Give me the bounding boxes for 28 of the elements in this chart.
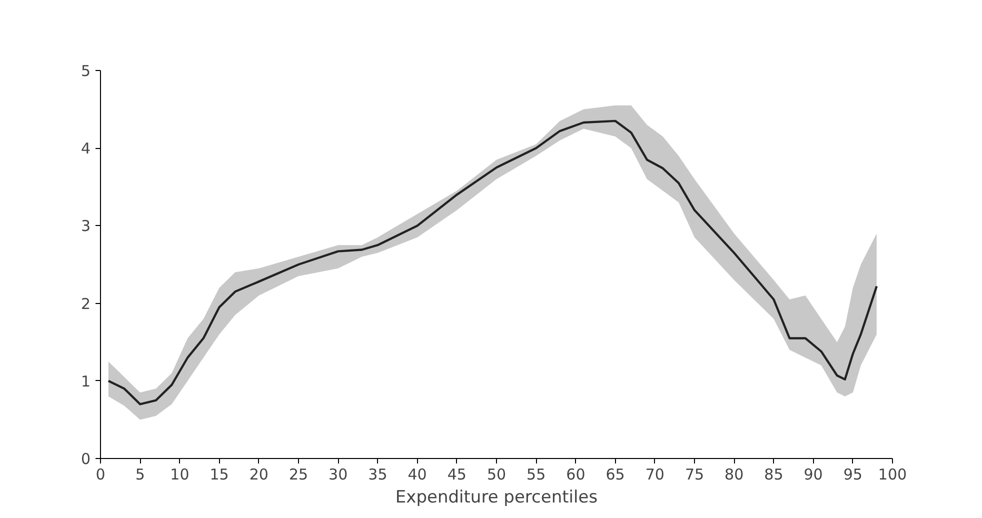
x-tick-label: 5 bbox=[135, 466, 145, 484]
x-tick-label: 15 bbox=[210, 466, 229, 484]
x-tick-label: 100 bbox=[878, 466, 907, 484]
y-tick-label: 5 bbox=[80, 62, 91, 80]
y-tick-label: 0 bbox=[80, 450, 91, 468]
x-tick-label: 25 bbox=[288, 466, 308, 484]
x-tick-label: 40 bbox=[408, 466, 427, 484]
x-tick-label: 80 bbox=[724, 466, 744, 484]
x-tick-label: 85 bbox=[764, 466, 784, 484]
x-tick-label: 35 bbox=[368, 466, 388, 484]
x-tick-label: 90 bbox=[804, 466, 823, 484]
x-tick-label: 95 bbox=[843, 466, 862, 484]
x-tick-label: 30 bbox=[328, 466, 348, 484]
x-tick-label: 50 bbox=[486, 466, 506, 484]
y-tick-label: 4 bbox=[80, 140, 91, 158]
y-tick-label: 3 bbox=[80, 217, 91, 236]
x-tick-label: 75 bbox=[684, 466, 704, 484]
x-tick-label: 10 bbox=[170, 466, 190, 484]
y-tick-label: 1 bbox=[80, 372, 91, 390]
x-tick-label: 70 bbox=[645, 466, 664, 484]
x-tick-label: 65 bbox=[606, 466, 625, 484]
x-tick-label: 60 bbox=[566, 466, 586, 484]
x-tick-label: 20 bbox=[249, 466, 268, 484]
x-tick-label: 0 bbox=[96, 466, 106, 484]
x-axis-title: Expenditure percentiles bbox=[395, 488, 598, 508]
x-tick-label: 45 bbox=[447, 466, 466, 484]
x-tick-label: 55 bbox=[526, 466, 546, 484]
y-tick-label: 2 bbox=[80, 294, 91, 313]
